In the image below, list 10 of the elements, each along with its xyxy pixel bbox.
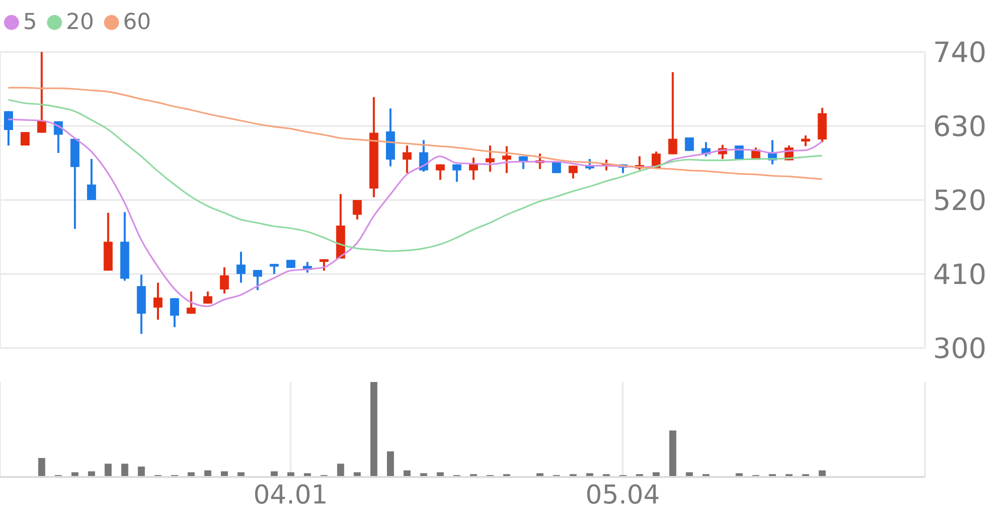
y-tick-label: 300 (933, 332, 986, 365)
y-tick-label: 630 (933, 110, 986, 143)
legend-label: 20 (66, 10, 94, 35)
y-tick-label: 410 (933, 258, 986, 291)
legend-label: 5 (23, 10, 37, 35)
y-tick-label: 520 (933, 184, 986, 217)
legend-label: 60 (123, 10, 151, 35)
y-tick-label: 740 (933, 36, 986, 69)
x-tick-label: 05.04 (586, 480, 660, 510)
x-tick-label: 04.01 (253, 480, 328, 510)
